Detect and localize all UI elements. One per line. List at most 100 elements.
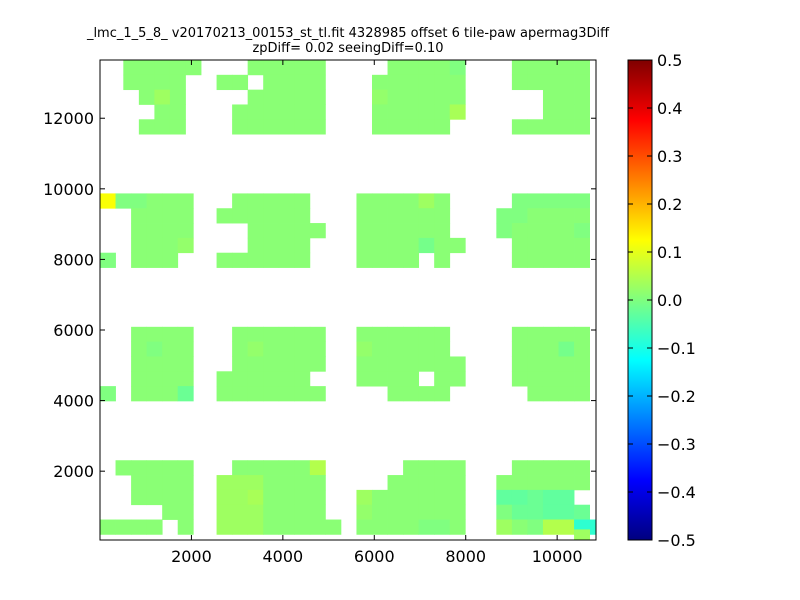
y-tick-label: 10000 <box>43 180 94 199</box>
heatmap-cell <box>309 460 326 476</box>
heatmap-cell <box>511 356 528 372</box>
heatmap-cell <box>574 386 590 402</box>
heatmap-cell <box>177 356 194 372</box>
heatmap-cell <box>278 104 295 120</box>
heatmap-cell <box>403 386 420 402</box>
heatmap-cell <box>434 104 451 120</box>
heatmap-cell <box>146 371 163 387</box>
heatmap-cell <box>542 371 559 387</box>
heatmap-cell <box>100 519 116 535</box>
heatmap-cell <box>278 489 295 506</box>
heatmap-cell <box>232 326 249 343</box>
heatmap-cell <box>403 237 420 254</box>
heatmap-cell <box>542 104 559 120</box>
heatmap-cell <box>278 208 295 224</box>
heatmap-cell <box>558 356 575 372</box>
heatmap-cell <box>496 504 513 520</box>
heatmap-cell <box>294 341 311 357</box>
heatmap-cell <box>131 252 148 268</box>
heatmap-cell <box>216 74 233 91</box>
plot-frame <box>99 59 597 541</box>
heatmap-cell <box>294 60 311 76</box>
heatmap-cell <box>403 60 420 76</box>
heatmap-cell <box>372 104 388 120</box>
heatmap-cell <box>511 223 528 239</box>
heatmap-cell <box>309 223 326 239</box>
heatmap-cell <box>247 326 264 343</box>
heatmap-cell <box>542 341 559 357</box>
heatmap-cell <box>527 475 544 491</box>
heatmap-cell <box>542 356 559 372</box>
heatmap-cell <box>185 60 202 76</box>
heatmap-cell <box>294 104 311 120</box>
heatmap-cell <box>278 60 295 76</box>
heatmap-cell <box>542 519 559 535</box>
heatmap-cell <box>278 371 295 387</box>
heatmap-cell <box>403 356 420 372</box>
heatmap-cell <box>216 208 233 224</box>
heatmap-cell <box>356 208 373 224</box>
heatmap-cell <box>434 119 451 135</box>
heatmap-cell <box>154 104 171 120</box>
heatmap-cell <box>232 208 249 224</box>
heatmap-cell <box>232 475 249 491</box>
x-tick-label: 10000 <box>532 547 583 566</box>
heatmap-cell <box>247 475 264 491</box>
heatmap-cell <box>162 504 179 520</box>
heatmap-cell <box>309 356 326 372</box>
heatmap-cell <box>247 60 264 76</box>
heatmap-cell <box>527 371 544 387</box>
heatmap-cell <box>309 341 326 357</box>
heatmap-cell <box>434 60 451 76</box>
heatmap-cell <box>146 252 163 268</box>
heatmap-cell <box>574 341 590 357</box>
heatmap-cell <box>434 460 451 476</box>
heatmap-cell <box>558 89 575 105</box>
heatmap-cell <box>527 208 544 224</box>
heatmap-cell <box>418 475 435 491</box>
heatmap-cell <box>558 60 575 76</box>
heatmap-cell <box>309 119 326 135</box>
heatmap-cell <box>434 74 451 91</box>
heatmap-cell <box>527 326 544 343</box>
heatmap-cell <box>247 223 264 239</box>
heatmap-cell <box>527 460 544 476</box>
heatmap-cell <box>263 252 280 268</box>
heatmap-cell <box>294 386 311 402</box>
heatmap-cell <box>387 252 404 268</box>
heatmap-cell <box>434 223 451 239</box>
heatmap-cell <box>309 89 326 105</box>
heatmap-cell <box>574 356 590 372</box>
heatmap-cell <box>247 519 264 535</box>
heatmap-cell <box>278 386 295 402</box>
heatmap-cell <box>131 460 148 476</box>
heatmap-cell <box>177 460 194 476</box>
heatmap-cell <box>146 341 163 357</box>
heatmap-cell <box>162 460 179 476</box>
heatmap-cell <box>434 237 451 254</box>
heatmap-cell <box>247 89 264 105</box>
heatmap-cell <box>162 475 179 491</box>
heatmap-cell <box>527 223 544 239</box>
heatmap-cell <box>162 223 179 239</box>
heatmap-cell <box>216 489 233 506</box>
heatmap-cell <box>527 386 544 402</box>
heatmap-cell <box>542 60 559 76</box>
heatmap-cell <box>162 371 179 387</box>
heatmap-cell <box>574 223 590 239</box>
heatmap-cell <box>309 326 326 343</box>
heatmap-cell <box>146 356 163 372</box>
heatmap-cell <box>558 460 575 476</box>
heatmap-cell <box>278 119 295 135</box>
heatmap-cell <box>263 237 280 254</box>
heatmap-cell <box>232 74 249 91</box>
heatmap-cell <box>434 193 451 209</box>
heatmap-cell <box>263 119 280 135</box>
heatmap-cell <box>169 119 186 135</box>
heatmap-cell <box>247 371 264 387</box>
heatmap-cell <box>100 193 116 209</box>
heatmap-cell <box>574 208 590 224</box>
heatmap-cell <box>247 341 264 357</box>
colorbar-tick-label: 0.4 <box>657 99 682 118</box>
heatmap-cell <box>496 208 513 224</box>
